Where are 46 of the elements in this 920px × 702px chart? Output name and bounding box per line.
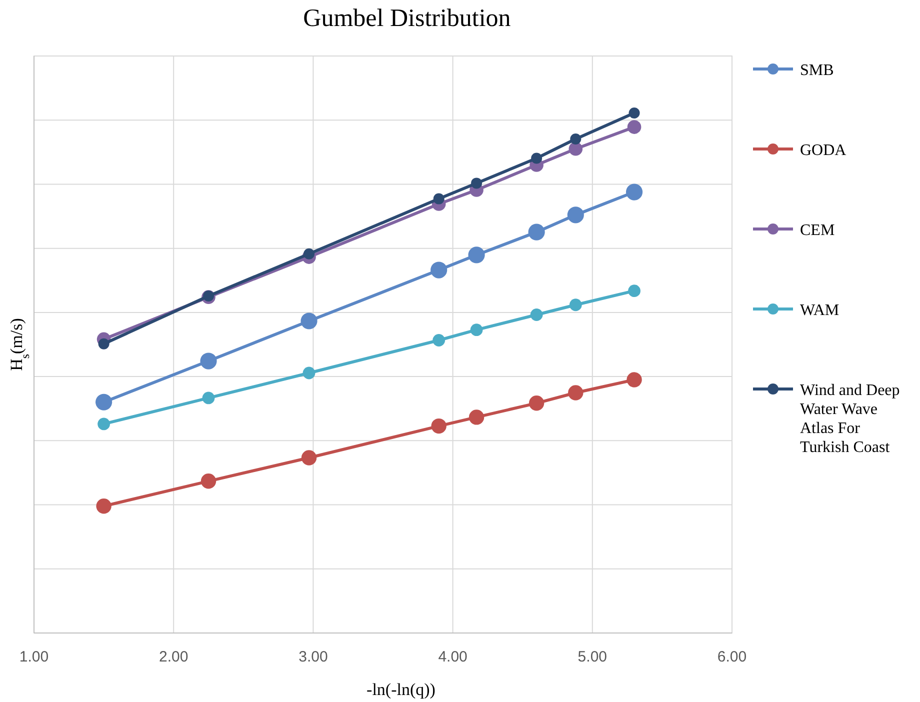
legend-label: SMB <box>800 62 834 79</box>
x-tick-label: 6.00 <box>717 648 747 666</box>
point <box>302 366 316 380</box>
x-tick-label: 1.00 <box>19 648 49 666</box>
point <box>528 396 544 411</box>
x-tick-label: 4.00 <box>438 648 468 666</box>
legend-label: Wind and Deep Water Wave Atlas For Turkish Coast <box>800 382 900 456</box>
point <box>430 262 448 278</box>
point <box>471 178 482 189</box>
point <box>568 142 583 156</box>
point <box>626 372 642 388</box>
point <box>568 385 584 400</box>
point <box>98 418 110 430</box>
point <box>433 193 444 204</box>
point <box>628 108 640 118</box>
point <box>528 224 545 240</box>
x-tick-label: 2.00 <box>159 648 188 666</box>
x-tick-label: 5.00 <box>578 648 607 666</box>
point <box>468 410 484 425</box>
point <box>202 392 215 404</box>
point <box>468 246 485 264</box>
point <box>200 474 216 489</box>
chart-title: Gumbel Distribution <box>303 5 512 32</box>
legend-label: GODA <box>800 142 847 159</box>
point <box>627 120 642 134</box>
point <box>98 338 110 350</box>
point <box>567 206 584 224</box>
point <box>570 134 582 144</box>
point <box>96 498 112 514</box>
point <box>626 184 643 200</box>
legend-label: CEM <box>800 222 835 239</box>
point <box>531 152 542 164</box>
point <box>569 298 582 312</box>
point <box>304 248 315 260</box>
legend-label: WAM <box>800 302 840 319</box>
point <box>628 284 640 298</box>
point <box>431 418 446 434</box>
x-tick-label: 3.00 <box>298 648 328 666</box>
point <box>300 312 318 330</box>
point <box>96 394 112 410</box>
x-axis-title: -ln(-ln(q)) <box>366 680 436 699</box>
point <box>432 334 446 346</box>
point <box>470 324 483 336</box>
point <box>530 308 543 321</box>
point <box>200 352 217 370</box>
point <box>301 450 317 466</box>
